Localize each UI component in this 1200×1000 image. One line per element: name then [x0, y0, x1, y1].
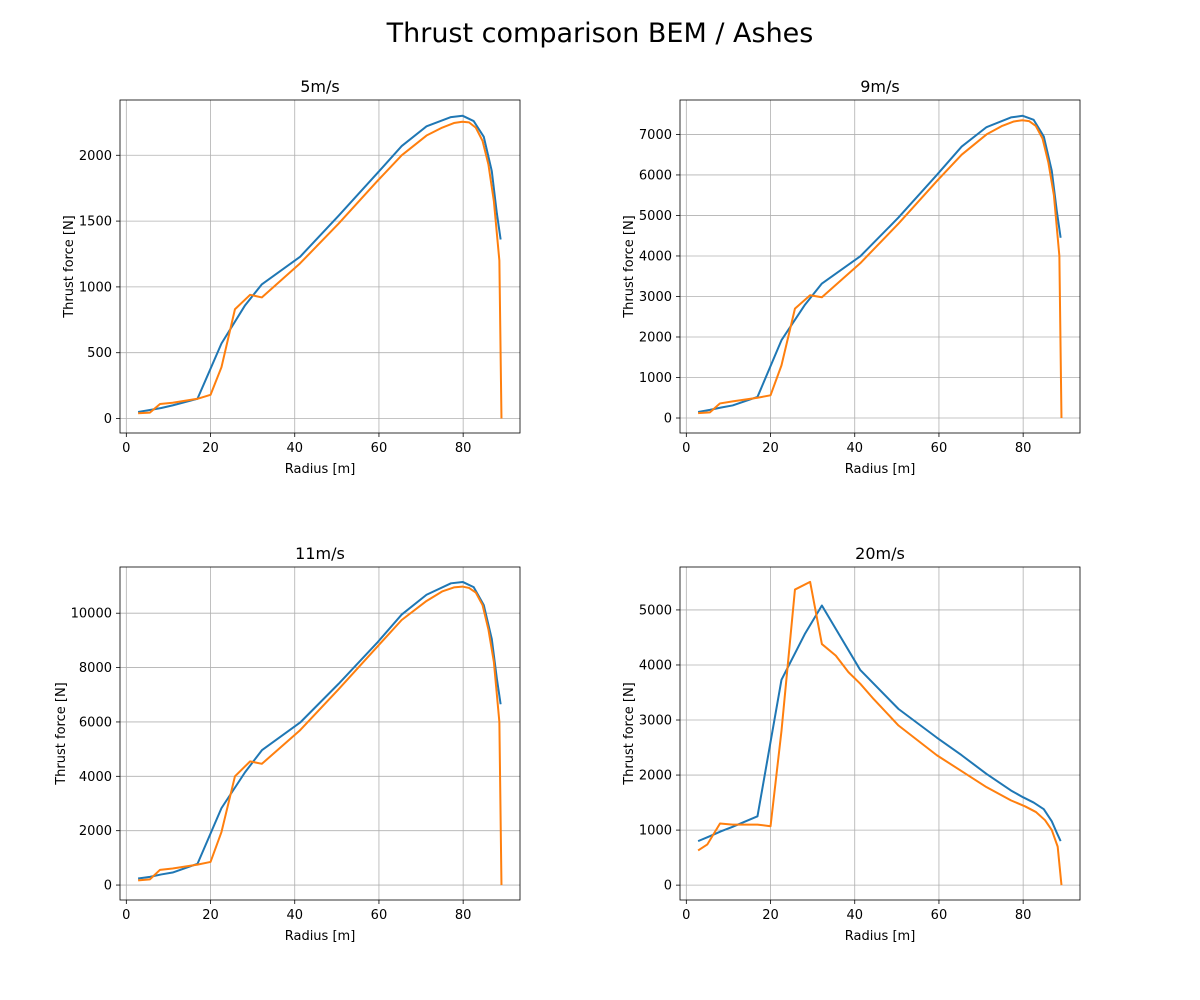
- x-tick-label: 80: [1015, 908, 1032, 923]
- subplot-0: 0 20 40 60 80 0 500 1000 1500 2000 5m/s Radius [m] T…: [62, 77, 521, 477]
- series-line-0: [697, 114, 1062, 413]
- x-axis-label: Radius [m]: [845, 929, 916, 944]
- y-tick-label: 2000: [639, 769, 672, 784]
- y-tick-label: 4000: [639, 658, 672, 673]
- y-axis-label: Thrust force [N]: [622, 682, 637, 786]
- subplot-title: 11m/s: [295, 544, 345, 563]
- x-tick-label: 0: [122, 441, 130, 456]
- y-tick-label: 500: [87, 346, 112, 361]
- y-tick-label: 6000: [639, 168, 672, 183]
- x-tick-label: 60: [931, 441, 948, 456]
- x-tick-label: 20: [762, 441, 779, 456]
- y-tick-label: 0: [104, 412, 112, 427]
- y-axis-label: Thrust force [N]: [62, 215, 77, 319]
- y-tick-label: 6000: [79, 715, 112, 730]
- x-tick-label: 40: [846, 908, 863, 923]
- series-line-1: [698, 119, 1063, 419]
- y-tick-label: 5000: [639, 603, 672, 618]
- series-line-0: [697, 604, 1062, 843]
- x-tick-label: 20: [202, 441, 219, 456]
- x-tick-label: 20: [202, 908, 219, 923]
- y-axis-label: Thrust force [N]: [622, 215, 637, 319]
- x-axis-label: Radius [m]: [285, 929, 356, 944]
- y-tick-label: 2000: [79, 149, 112, 164]
- axes-frame: [119, 566, 521, 901]
- y-tick-label: 10000: [71, 607, 112, 622]
- x-tick-label: 80: [455, 908, 472, 923]
- y-tick-label: 2000: [639, 330, 672, 345]
- axes-frame: [679, 566, 1081, 901]
- y-tick-label: 8000: [79, 661, 112, 676]
- y-tick-label: 2000: [79, 824, 112, 839]
- x-tick-label: 40: [846, 441, 863, 456]
- y-axis-label: Thrust force [N]: [54, 682, 69, 786]
- y-tick-label: 3000: [639, 290, 672, 305]
- subplot-title: 20m/s: [855, 544, 905, 563]
- x-tick-label: 20: [762, 908, 779, 923]
- y-tick-label: 1000: [639, 824, 672, 839]
- y-tick-label: 1500: [79, 215, 112, 230]
- axes-frame: [119, 99, 521, 434]
- y-tick-label: 1000: [79, 280, 112, 295]
- y-tick-label: 4000: [79, 770, 112, 785]
- y-tick-label: 0: [664, 879, 672, 894]
- x-tick-label: 80: [455, 441, 472, 456]
- series-line-1: [138, 120, 503, 419]
- y-tick-label: 0: [104, 879, 112, 894]
- subplot-2: 0 20 40 60 80 0 2000 4000 6000 8000 10000 11m/s Radi…: [54, 544, 521, 944]
- y-tick-label: 5000: [639, 209, 672, 224]
- subplot-title: 9m/s: [860, 77, 900, 96]
- series-line-0: [137, 580, 502, 880]
- x-tick-label: 80: [1015, 441, 1032, 456]
- subplot-3: 0 20 40 60 80 0 1000 2000 3000 4000 5000 20m/s Radiu…: [622, 544, 1081, 944]
- figure-title: Thrust comparison BEM / Ashes: [386, 18, 814, 49]
- x-tick-label: 0: [122, 908, 130, 923]
- axes-frame: [679, 99, 1081, 434]
- x-tick-label: 60: [931, 908, 948, 923]
- x-tick-label: 0: [682, 908, 690, 923]
- y-tick-label: 7000: [639, 128, 672, 143]
- x-tick-label: 0: [682, 441, 690, 456]
- subplot-1: 0 20 40 60 80 0 1000 2000 3000 4000 5000 6000 7000 9m…: [622, 77, 1081, 477]
- y-tick-label: 3000: [639, 714, 672, 729]
- x-tick-label: 40: [286, 441, 303, 456]
- subplot-title: 5m/s: [300, 77, 340, 96]
- y-tick-label: 0: [664, 412, 672, 427]
- y-tick-label: 4000: [639, 249, 672, 264]
- series-line-0: [137, 114, 502, 413]
- series-line-1: [697, 580, 1063, 886]
- y-tick-label: 1000: [639, 371, 672, 386]
- x-tick-label: 60: [371, 908, 388, 923]
- x-tick-label: 40: [286, 908, 303, 923]
- x-axis-label: Radius [m]: [285, 462, 356, 477]
- x-tick-label: 60: [371, 441, 388, 456]
- x-axis-label: Radius [m]: [845, 462, 916, 477]
- series-line-1: [138, 585, 503, 886]
